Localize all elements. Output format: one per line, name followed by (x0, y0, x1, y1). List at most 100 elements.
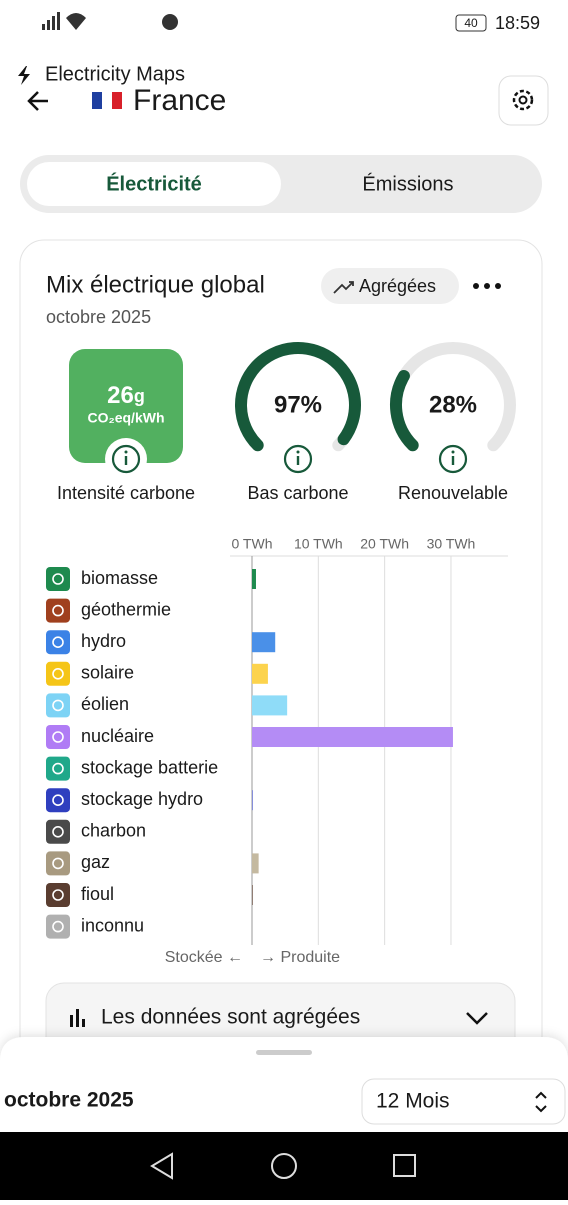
category-label: géothermie (81, 599, 171, 619)
bar (252, 663, 268, 684)
nav-back[interactable] (150, 1152, 173, 1180)
card-title: Mix électrique global (46, 271, 265, 298)
sheet-handle[interactable] (256, 1050, 312, 1055)
clock: 18:59 (495, 13, 540, 33)
category-label: gaz (81, 852, 110, 872)
pill[interactable] (321, 268, 459, 304)
carbon-number: 26 (107, 382, 134, 409)
bar (252, 695, 288, 716)
metric-label: Bas carbone (247, 483, 348, 503)
gauge-value: 28% (429, 391, 477, 418)
status-icons (42, 12, 178, 30)
back-button[interactable] (27, 91, 48, 111)
battery-level: 40 (464, 16, 478, 30)
category-label: stockage hydro (81, 789, 203, 809)
source-icon (46, 693, 70, 718)
x-tick-label: 30 TWh (427, 536, 476, 552)
info-glyph (296, 456, 300, 465)
info-glyph (451, 456, 455, 465)
source-icon-glyph (52, 731, 64, 743)
country: France (133, 84, 226, 117)
info-glyph (124, 450, 128, 454)
tab[interactable]: Émissions (362, 172, 453, 195)
source-icon-glyph (52, 825, 64, 838)
pill-label: Agrégées (359, 276, 436, 296)
info-glyph (451, 450, 455, 454)
source-icon-glyph (52, 636, 64, 649)
source-icon-glyph (52, 920, 64, 933)
nav-home[interactable] (271, 1153, 297, 1179)
info-button[interactable] (438, 444, 468, 474)
settings-button[interactable] (498, 75, 549, 126)
nav-recent[interactable] (393, 1154, 416, 1177)
more-button[interactable] (473, 283, 501, 289)
range-select[interactable] (361, 1078, 566, 1125)
carbon-box (69, 349, 183, 463)
category-label: charbon (81, 821, 146, 841)
source-icon (46, 598, 70, 623)
tab[interactable]: Électricité (106, 172, 202, 195)
category-label: solaire (81, 663, 134, 683)
category-label: fioul (81, 884, 114, 904)
source-icon (46, 630, 70, 655)
carbon-sub: CO₂eq/kWh (88, 410, 165, 426)
carbon-value: 26g (107, 382, 145, 409)
source-icon-glyph (52, 794, 64, 807)
source-icon-glyph (52, 604, 64, 617)
category-label: éolien (81, 694, 129, 714)
source-icon-glyph (52, 889, 64, 901)
bar (252, 853, 259, 874)
flag (92, 92, 122, 109)
select-arrows (535, 1091, 547, 1113)
source-icon (46, 661, 70, 686)
axis-direction: Stockée ← (165, 949, 243, 966)
info-button[interactable] (111, 444, 141, 474)
bar (252, 569, 256, 589)
gauge-arc (235, 342, 361, 452)
x-tick-label: 20 TWh (360, 536, 409, 552)
category-label: inconnu (81, 915, 144, 935)
source-icon (46, 725, 70, 749)
source-icon-glyph (52, 762, 64, 775)
agg-icon (70, 1009, 85, 1027)
x-tick-label: 10 TWh (294, 536, 343, 552)
source-icon-glyph (52, 699, 64, 712)
gauge-value: 97% (274, 391, 322, 418)
source-icon (46, 819, 70, 844)
bar (252, 632, 276, 653)
x-tick-label: 0 TWh (232, 536, 273, 552)
category-label: stockage batterie (81, 757, 218, 777)
axis-direction: → Produite (260, 949, 340, 966)
source-icon (46, 914, 70, 939)
nav-bar (0, 1132, 568, 1200)
gauge-arc (390, 369, 419, 452)
bar (252, 727, 453, 747)
bar (252, 885, 253, 905)
info-glyph (124, 456, 128, 465)
metric-label: Renouvelable (398, 483, 508, 503)
source-icon (46, 851, 70, 876)
settings-icon-core (518, 95, 528, 105)
category-label: hydro (81, 631, 126, 651)
footer-period: octobre 2025 (4, 1089, 134, 1112)
source-icon (46, 756, 70, 781)
source-icon-glyph (52, 857, 64, 870)
category-label: biomasse (81, 568, 158, 588)
source-icon (46, 567, 70, 591)
info-glyph (296, 450, 300, 454)
aggregated-text: Les données sont agrégées (101, 1006, 360, 1029)
category-label: nucléaire (81, 726, 154, 746)
period: octobre 2025 (46, 307, 151, 327)
range-label: 12 Mois (376, 1090, 450, 1113)
info-button[interactable] (283, 444, 313, 474)
source-icon (46, 788, 70, 813)
bar (252, 790, 253, 811)
logo (18, 66, 30, 85)
chevron (466, 1012, 488, 1025)
carbon-unit: g (134, 386, 145, 406)
pill-icon (333, 281, 354, 294)
app-name: Electricity Maps (45, 63, 185, 85)
tab-active[interactable] (27, 162, 281, 206)
